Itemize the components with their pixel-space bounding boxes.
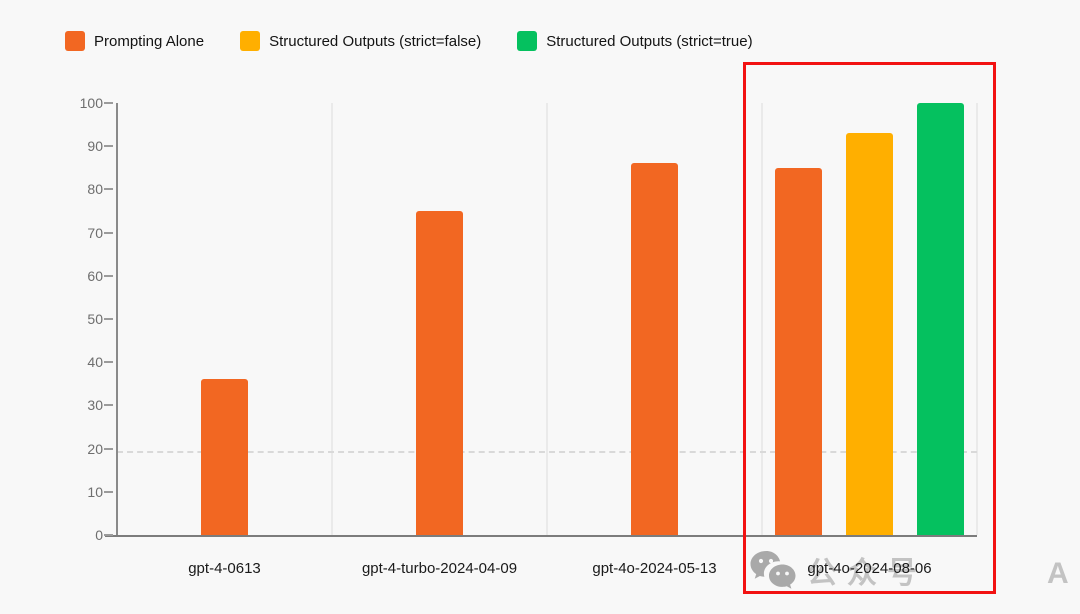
x-tick-label-gpt-4o-2024-05-13: gpt-4o-2024-05-13 (592, 560, 717, 577)
legend-swatch-icon (65, 31, 85, 51)
legend-swatch-icon (240, 31, 261, 51)
watermark: 公众号 AI工具派 (749, 548, 1080, 592)
y-tick-mark (104, 188, 113, 191)
legend-item-0: Prompting Alone (65, 31, 204, 51)
y-tick-label: 100 (79, 95, 103, 111)
category-gridline (976, 103, 978, 535)
y-tick-mark (104, 102, 113, 104)
chart-legend: Prompting Alone Structured Outputs (stric… (65, 31, 753, 51)
category-gridline (761, 103, 763, 535)
x-tick-label-gpt-4-0613: gpt-4-0613 (188, 560, 261, 577)
bar-gpt-4-0613 (201, 379, 248, 535)
y-tick-label: 10 (87, 483, 103, 500)
y-tick-label: 20 (87, 440, 103, 457)
y-tick-mark (104, 274, 113, 277)
wechat-icon (750, 551, 796, 589)
y-tick-mark (104, 534, 113, 536)
x-axis-line (105, 535, 977, 537)
y-tick-label: 60 (87, 267, 103, 284)
y-tick-mark (104, 447, 113, 450)
watermark-text-2: AI工具派 (1047, 557, 1080, 590)
bar-gpt-4o-2024-05-13 (631, 163, 678, 535)
legend-label: Prompting Alone (94, 32, 205, 50)
bar-gpt-4o-2024-08-06 (917, 103, 964, 535)
y-tick-mark (104, 404, 113, 407)
legend-label: Structured Outputs (strict=false) (269, 32, 482, 50)
y-tick-mark (104, 318, 113, 320)
y-tick-mark (104, 361, 113, 364)
y-tick-label: 0 (95, 527, 103, 543)
y-tick-label: 40 (87, 354, 103, 371)
y-tick-label: 80 (87, 181, 103, 198)
legend-item-2: Structured Outputs (strict=true) (517, 31, 753, 51)
y-axis-line (116, 103, 118, 535)
bar-gpt-4o-2024-08-06 (846, 133, 893, 535)
legend-swatch-icon (517, 31, 538, 51)
y-tick-mark (104, 145, 113, 148)
legend-item-1: Structured Outputs (strict=false) (240, 31, 481, 51)
y-tick-label: 90 (87, 138, 103, 155)
category-gridline (331, 103, 333, 535)
watermark-text-1: 公众号 (807, 557, 927, 590)
y-tick-mark (104, 231, 113, 234)
y-tick-label: 70 (87, 224, 103, 241)
category-gridline (546, 103, 548, 535)
bar-gpt-4-turbo-2024-04-09 (416, 211, 463, 535)
x-tick-label-gpt-4-turbo-2024-04-09: gpt-4-turbo-2024-04-09 (361, 560, 518, 577)
y-tick-mark (104, 490, 113, 493)
y-tick-label: 50 (87, 311, 103, 327)
legend-label: Structured Outputs (strict=true) (546, 32, 753, 50)
bar-gpt-4o-2024-08-06 (775, 167, 822, 535)
plot-area (105, 103, 978, 537)
x-tick-label-gpt-4o-2024-08-06: gpt-4o-2024-08-06 (807, 560, 932, 577)
y-tick-label: 30 (87, 397, 103, 414)
reference-dashed-line (117, 450, 977, 453)
